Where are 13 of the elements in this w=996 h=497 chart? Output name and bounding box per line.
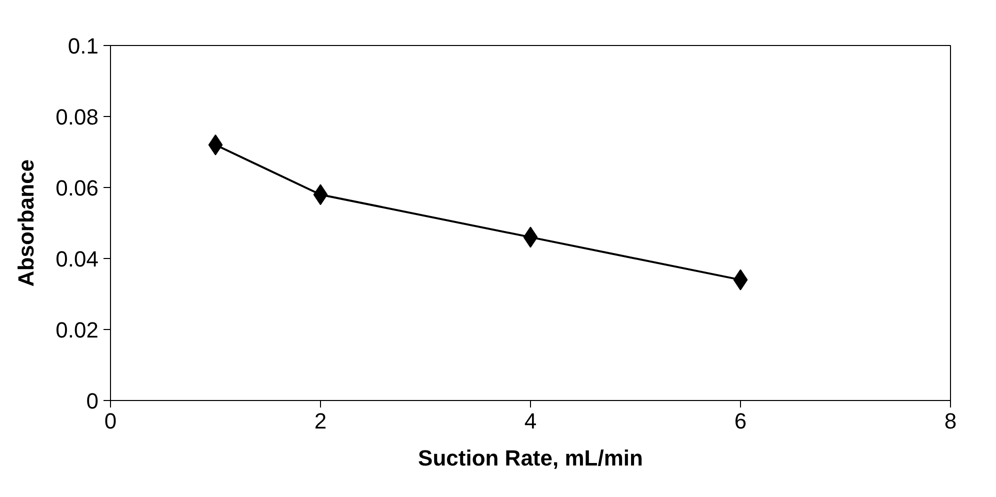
y-tick-label: 0.02 — [56, 318, 99, 342]
y-tick-label: 0.04 — [56, 246, 99, 272]
y-tick-label: 0.06 — [56, 176, 99, 200]
x-tick-label: 2 — [314, 408, 327, 434]
x-axis-title: Suction Rate, mL/min — [418, 446, 643, 470]
y-tick-label: 0.08 — [56, 104, 99, 130]
x-tick-label: 8 — [944, 408, 957, 434]
x-tick-label: 6 — [734, 408, 747, 434]
y-axis-title: Absorbance — [14, 159, 39, 287]
x-tick-label: 0 — [104, 408, 117, 434]
x-tick-label: 4 — [524, 408, 537, 434]
y-tick-label: 0 — [86, 388, 99, 414]
y-tick-label: 0.1 — [68, 34, 99, 58]
